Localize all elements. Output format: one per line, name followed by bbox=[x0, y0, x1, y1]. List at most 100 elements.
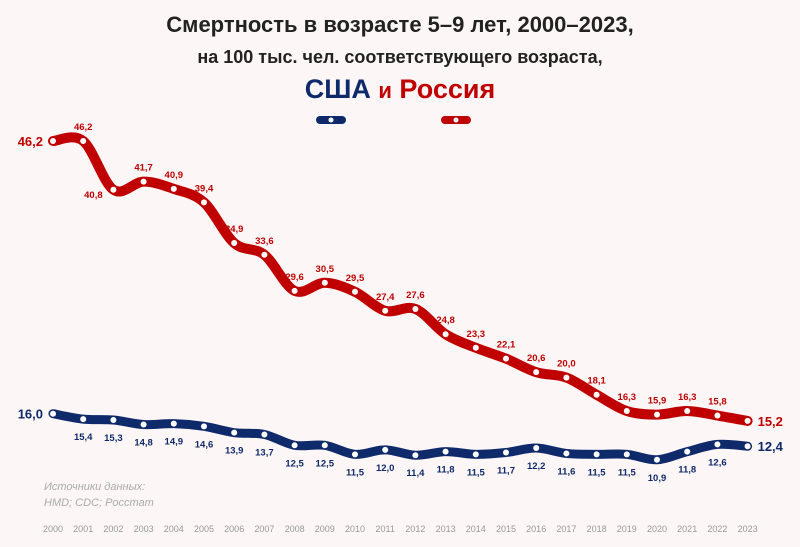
russia-point bbox=[533, 369, 540, 376]
russia-data-label: 16,3 bbox=[618, 392, 637, 403]
russia-data-label: 24,8 bbox=[436, 315, 455, 326]
x-tick-label: 2010 bbox=[345, 524, 365, 534]
usa-point bbox=[382, 446, 389, 453]
x-tick-label: 2019 bbox=[617, 524, 637, 534]
russia-data-label: 34,9 bbox=[225, 224, 244, 235]
usa-data-label: 11,7 bbox=[497, 466, 515, 477]
x-tick-label: 2016 bbox=[526, 524, 546, 534]
usa-data-label: 16,0 bbox=[18, 407, 43, 422]
usa-data-label: 11,6 bbox=[557, 466, 575, 477]
usa-point bbox=[352, 451, 358, 458]
chart-title: Смертность в возрасте 5–9 лет, 2000–2023… bbox=[166, 12, 634, 37]
x-tick-label: 2017 bbox=[556, 524, 576, 534]
russia-point bbox=[291, 287, 298, 294]
usa-data-label: 12,0 bbox=[376, 463, 395, 474]
russia-data-label: 18,1 bbox=[587, 376, 606, 387]
usa-point bbox=[472, 451, 479, 458]
usa-point bbox=[80, 416, 87, 423]
usa-point bbox=[744, 443, 751, 450]
russia-point bbox=[50, 138, 56, 144]
usa-data-label: 15,4 bbox=[74, 432, 93, 443]
usa-point bbox=[412, 452, 419, 459]
legend-title: США и Россия bbox=[0, 74, 800, 105]
russia-data-label: 27,4 bbox=[376, 292, 395, 303]
russia-point bbox=[80, 138, 87, 144]
russia-data-label: 39,4 bbox=[195, 183, 214, 194]
russia-data-label: 30,5 bbox=[316, 264, 335, 275]
usa-data-label: 14,8 bbox=[134, 438, 153, 449]
usa-data-label: 10,9 bbox=[648, 473, 667, 484]
x-tick-label: 2009 bbox=[315, 524, 335, 534]
legend-usa-label: США bbox=[304, 74, 371, 104]
russia-point bbox=[110, 186, 117, 193]
russia-data-label: 20,6 bbox=[527, 353, 546, 364]
russia-data-label: 33,6 bbox=[255, 236, 274, 247]
usa-point bbox=[321, 442, 328, 449]
x-tick-label: 2013 bbox=[436, 524, 456, 534]
x-tick-label: 2015 bbox=[496, 524, 516, 534]
x-tick-label: 2008 bbox=[285, 524, 305, 534]
source-line: Источники данных: bbox=[44, 481, 146, 493]
russia-data-label: 29,6 bbox=[285, 272, 304, 283]
usa-point bbox=[503, 449, 509, 456]
russia-data-label: 20,0 bbox=[557, 359, 576, 370]
russia-point bbox=[593, 391, 600, 398]
legend-russia-swatch-dot bbox=[453, 117, 459, 123]
russia-point bbox=[231, 240, 238, 247]
x-tick-label: 2005 bbox=[194, 524, 214, 534]
usa-data-label: 12,6 bbox=[708, 457, 727, 468]
usa-data-label: 15,3 bbox=[104, 433, 123, 444]
usa-point bbox=[231, 429, 238, 436]
usa-data-label: 14,9 bbox=[165, 437, 184, 448]
usa-data-label: 11,5 bbox=[467, 467, 486, 478]
russia-point bbox=[201, 199, 207, 206]
usa-data-label: 11,8 bbox=[678, 465, 696, 476]
russia-point bbox=[714, 412, 721, 419]
russia-data-label: 46,2 bbox=[18, 134, 43, 149]
usa-point bbox=[654, 456, 660, 463]
usa-data-label: 12,4 bbox=[758, 439, 784, 454]
legend-usa-swatch-dot bbox=[328, 117, 334, 123]
russia-point bbox=[503, 355, 509, 362]
russia-data-label: 27,6 bbox=[406, 290, 425, 301]
x-tick-label: 2002 bbox=[103, 524, 123, 534]
russia-point bbox=[684, 407, 691, 414]
russia-point bbox=[654, 411, 660, 418]
x-tick-label: 2018 bbox=[587, 524, 607, 534]
russia-point bbox=[321, 279, 328, 286]
usa-point bbox=[623, 451, 630, 458]
usa-point bbox=[140, 421, 147, 428]
russia-point bbox=[261, 251, 268, 258]
russia-point bbox=[623, 407, 630, 414]
russia-point bbox=[170, 185, 177, 192]
russia-data-label: 15,9 bbox=[648, 396, 667, 407]
russia-data-label: 40,8 bbox=[84, 190, 103, 201]
usa-point bbox=[261, 431, 268, 438]
russia-data-label: 40,9 bbox=[165, 170, 184, 181]
russia-point bbox=[472, 344, 479, 351]
legend-and: и bbox=[378, 78, 392, 103]
x-tick-label: 2023 bbox=[738, 524, 758, 534]
russia-data-label: 22,1 bbox=[497, 340, 516, 351]
x-tick-label: 2014 bbox=[466, 524, 486, 534]
usa-series-line bbox=[48, 409, 753, 465]
x-tick-label: 2022 bbox=[707, 524, 727, 534]
chart-subtitle: на 100 тыс. чел. соответствующего возрас… bbox=[197, 47, 603, 67]
usa-data-label: 11,5 bbox=[588, 467, 607, 478]
usa-point bbox=[714, 441, 721, 448]
russia-point bbox=[563, 374, 570, 381]
russia-point bbox=[412, 305, 419, 312]
usa-point bbox=[170, 420, 177, 427]
x-tick-label: 2003 bbox=[134, 524, 154, 534]
x-tick-label: 2011 bbox=[376, 524, 395, 534]
usa-data-label: 13,7 bbox=[255, 447, 274, 458]
russia-point bbox=[382, 307, 389, 314]
x-tick-label: 2006 bbox=[224, 524, 244, 534]
x-tick-label: 2007 bbox=[254, 524, 274, 534]
russia-data-label: 15,8 bbox=[708, 397, 727, 408]
x-tick-label: 2021 bbox=[677, 524, 697, 534]
usa-point bbox=[201, 423, 207, 430]
russia-point bbox=[442, 331, 449, 338]
source-note: Источники данных: HMD; CDC; Росстат bbox=[44, 479, 154, 511]
